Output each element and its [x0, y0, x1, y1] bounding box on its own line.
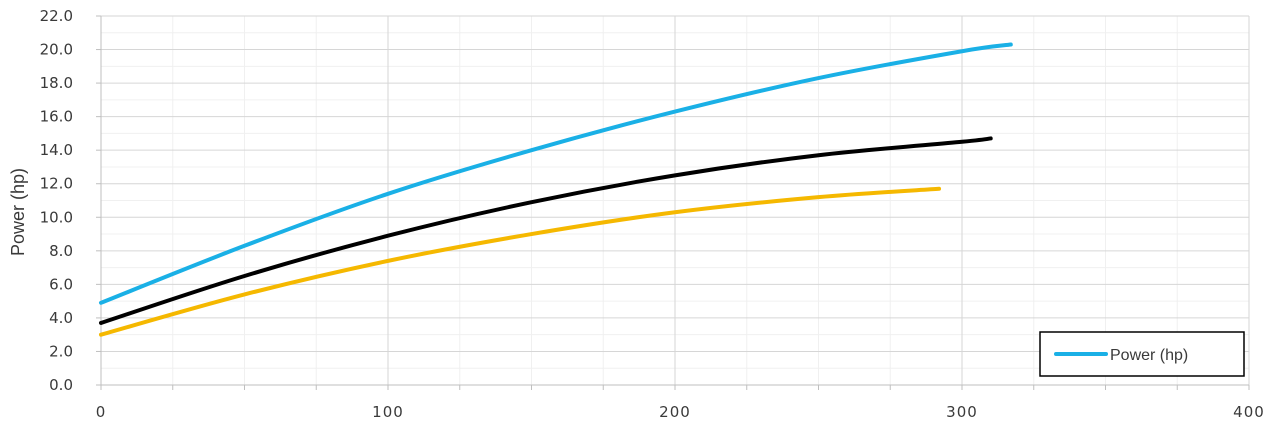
- legend: Power (hp): [1039, 331, 1245, 377]
- y-tick-label: 2.0: [49, 342, 73, 360]
- series-line-2: [99, 136, 993, 325]
- y-tick-label: 8.0: [49, 242, 73, 260]
- y-axis-tick-labels: 0.0 2.0 4.0 6.0 8.0 10.0 12.0 14.0 16.0 18.0 20.0 2…: [40, 7, 73, 394]
- x-tick-label: 400: [1233, 403, 1265, 421]
- y-tick-label: 20.0: [40, 41, 73, 59]
- y-tick-label: 22.0: [40, 7, 73, 25]
- y-tick-label: 12.0: [40, 175, 73, 193]
- series-lines: [99, 42, 1013, 337]
- x-tick-label: 100: [372, 403, 404, 421]
- y-tick-label: 14.0: [40, 141, 73, 159]
- major-gridlines: [101, 15, 1250, 385]
- y-tick-label: 4.0: [49, 309, 73, 327]
- x-axis-tick-labels: 0 100 200 300 400: [96, 403, 1265, 421]
- y-tick-label: 18.0: [40, 74, 73, 92]
- y-tick-label: 16.0: [40, 108, 73, 126]
- y-tick-label: 6.0: [49, 275, 73, 293]
- y-axis-title: Power (hp): [8, 168, 28, 256]
- y-tick-label: 10.0: [40, 208, 73, 226]
- x-tick-label: 300: [946, 403, 978, 421]
- legend-label-power-hp: Power (hp): [1110, 347, 1188, 364]
- x-tick-label: 0: [96, 403, 107, 421]
- y-tick-label: 0.0: [49, 376, 73, 394]
- series-line-3: [99, 186, 942, 337]
- series-line-1: [99, 42, 1013, 305]
- x-tick-label: 200: [659, 403, 691, 421]
